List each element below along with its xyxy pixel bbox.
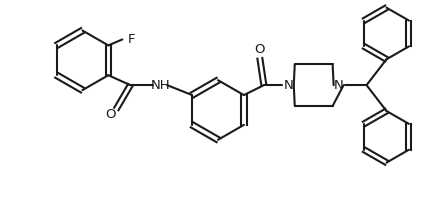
Text: NH: NH — [150, 79, 170, 92]
Text: N: N — [334, 79, 343, 92]
Text: O: O — [105, 108, 116, 121]
Text: F: F — [127, 33, 135, 46]
Text: O: O — [255, 43, 265, 56]
Text: N: N — [284, 79, 294, 92]
